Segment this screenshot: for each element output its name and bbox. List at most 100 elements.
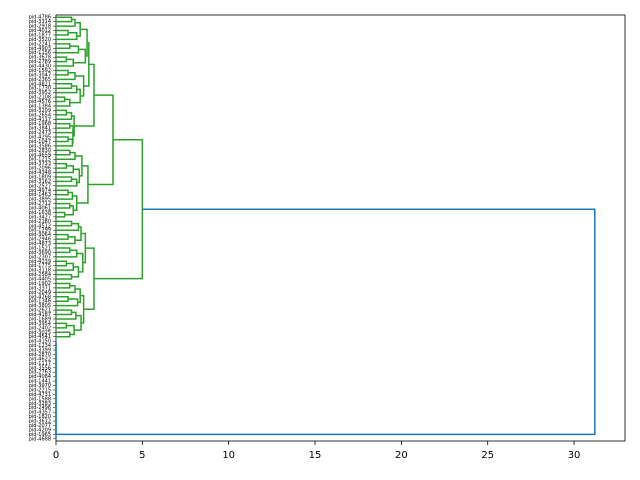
dendrogram-link (56, 29, 69, 36)
leaf-label: pid-1441 (29, 379, 51, 385)
leaf-label: pid-1730 (29, 86, 51, 92)
leaf-label: pid-4357 (29, 410, 51, 416)
dendrogram-link (56, 111, 73, 121)
dendrogram-link (56, 331, 71, 338)
leaf-label: pid-2096 (29, 166, 51, 172)
leaf-label: pid-3118 (29, 268, 51, 274)
leaf-label: pid-1689 (29, 316, 51, 322)
leaf-label: pid-4295 (29, 135, 51, 141)
dendrogram-link (56, 149, 71, 156)
dendrogram-link (56, 249, 78, 258)
leaf-label: pid-1820 (29, 414, 51, 420)
leaf-label: pid-4974 (29, 188, 51, 194)
dendrogram-link (76, 252, 84, 273)
dendrogram-link (56, 69, 69, 76)
dendrogram-link (56, 109, 68, 116)
x-tick-label: 0 (53, 450, 59, 461)
leaf-label: pid-4209 (29, 427, 51, 433)
dendrogram-link (74, 288, 81, 304)
leaf-label: pid-3586 (29, 143, 51, 149)
leaf-label: pid-3520 (29, 37, 51, 43)
x-tick-label: 30 (568, 450, 581, 461)
leaf-label: pid-4061 (29, 206, 51, 212)
leaf-label: pid-4768 (29, 294, 51, 300)
dendrogram-link (56, 138, 74, 147)
leaf-label: pid-3805 (29, 303, 51, 309)
leaf-label: pid-2870 (29, 352, 51, 358)
dendrogram-link (56, 202, 71, 209)
leaf-label: pid-1117 (29, 361, 51, 367)
leaf-label: pid-1521 (29, 245, 51, 251)
dendrogram-link (56, 322, 68, 329)
leaf-label: pid-3690 (29, 250, 51, 256)
leaf-label: pid-1592 (29, 68, 51, 74)
leaf-label: pid-4903 (29, 46, 51, 52)
leaf-label: pid-1965 (29, 432, 51, 438)
leaf-label: pid-3970 (29, 383, 51, 389)
dendrogram-link (56, 176, 73, 183)
leaf-label: pid-4348 (29, 170, 51, 176)
leaf-label: pid-1463 (29, 192, 51, 198)
dendrogram-link (69, 88, 81, 104)
dendrogram-link (56, 32, 78, 41)
leaf-label: pid-1775 (29, 263, 51, 269)
dendrogram-link (56, 309, 73, 316)
dendrogram-link (56, 220, 73, 227)
leaf-label: pid-4821 (29, 81, 51, 87)
leaf-label: pid-3895 (29, 197, 51, 203)
leaf-label: pid-1346 (29, 299, 51, 305)
dendrogram-link (66, 324, 75, 336)
leaf-label: pid-1588 (29, 396, 51, 402)
dendrogram-link (56, 233, 69, 240)
leaf-label: pid-3399 (29, 348, 51, 354)
leaf-label: pid-3283 (29, 401, 51, 407)
leaf-label: pid-2049 (29, 290, 51, 296)
leaf-label: pid-2077 (29, 423, 51, 429)
dendrogram-link (56, 122, 71, 129)
leaf-label: pid-1877 (29, 32, 51, 38)
leaf-label: pid-1047 (29, 139, 51, 145)
dendrogram-link (56, 296, 69, 302)
leaf-label: pid-4084 (29, 374, 51, 380)
x-tick-label: 20 (395, 450, 408, 461)
dendrogram-link (56, 18, 76, 27)
leaf-label: pid-2473 (29, 130, 51, 136)
x-tick-label: 10 (222, 450, 235, 461)
leaf-label: pid-2918 (29, 24, 51, 30)
dendrogram-link (56, 247, 71, 254)
leaf-label: pid-4405 (29, 277, 51, 283)
leaf-label: pid-2789 (29, 59, 51, 65)
dendrogram-link (56, 98, 71, 107)
dendrogram-link (73, 48, 87, 64)
dendrogram-link (56, 71, 76, 81)
leaf-label: pid-3209 (29, 108, 51, 114)
dendrogram-link (56, 236, 76, 245)
leaf-label: pid-2654 (29, 112, 51, 118)
leaf-label: pid-3314 (29, 19, 51, 25)
dendrogram-link (56, 298, 79, 307)
leaf-label: pid-3047 (29, 72, 51, 78)
leaf-label: pid-2215 (29, 387, 51, 393)
leaf-label: pid-4622 (29, 356, 51, 362)
leaf-label: pid-3841 (29, 126, 51, 132)
leaf-label: pid-4786 (29, 15, 51, 21)
leaf-label: pid-2621 (29, 308, 51, 314)
dendrogram-link (83, 41, 90, 87)
leaf-label: pid-4012 (29, 28, 51, 34)
dendrogram-link (72, 195, 78, 211)
dendrogram-link (56, 56, 68, 63)
leaf-label: pid-4239 (29, 259, 51, 265)
dendrogram-link (56, 16, 73, 23)
leaf-label: pid-2180 (29, 219, 51, 225)
x-tick-label: 15 (309, 450, 322, 461)
x-tick-label: 25 (481, 450, 494, 461)
leaf-label: pid-4731 (29, 392, 51, 398)
leaf-label: pid-2527 (29, 183, 51, 189)
leaf-label: pid-4150 (29, 339, 51, 345)
dendrogram-link (56, 43, 71, 50)
leaf-label: pid-4688 (29, 436, 51, 442)
dendrogram-link (74, 75, 85, 97)
leaf-label: pid-2496 (29, 405, 51, 411)
leaf-label: pid-1156 (29, 50, 51, 56)
dendrogram-link (56, 284, 76, 294)
